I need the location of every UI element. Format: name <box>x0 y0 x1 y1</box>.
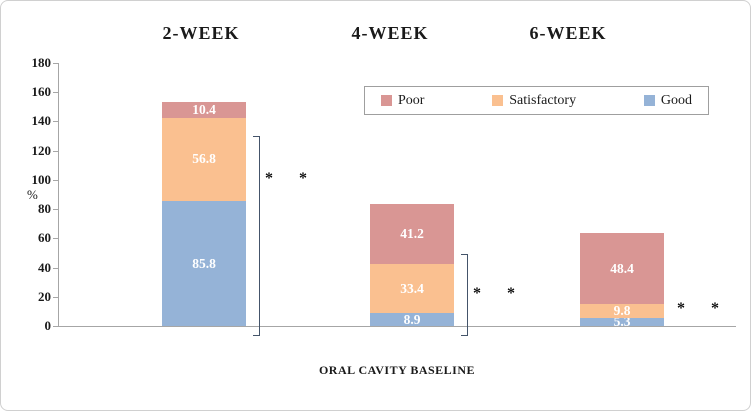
legend-label: Good <box>660 92 692 108</box>
bar-segment-good: 85.8 <box>162 200 246 326</box>
bar-value-label: 33.4 <box>400 280 424 296</box>
y-tick-mark <box>53 92 58 94</box>
bar-segment-satisfactory: 9.8 <box>580 303 664 319</box>
significance-asterisks: * * <box>265 169 318 187</box>
legend-swatch-icon <box>381 95 392 106</box>
bar-segment-satisfactory: 33.4 <box>370 264 454 313</box>
legend-label: Poor <box>398 92 425 108</box>
significance-asterisks: * * <box>677 299 730 317</box>
x-axis-line <box>58 326 736 327</box>
y-tick-mark <box>53 63 58 64</box>
bar-segment-poor: 48.4 <box>580 233 664 304</box>
bar-value-label: 10.4 <box>192 102 216 118</box>
bar-value-label: 41.2 <box>400 226 424 242</box>
y-tick-label: 120 <box>31 142 52 158</box>
category-header-4-week: 4-WEEK <box>351 23 429 43</box>
legend-label: Satisfactory <box>509 92 577 108</box>
category-header-6-week: 6-WEEK <box>529 23 607 43</box>
y-tick-label: 100 <box>31 171 52 187</box>
bar-segment-poor: 41.2 <box>370 203 454 265</box>
bar-value-label: 9.8 <box>613 303 631 319</box>
y-tick-label: 80 <box>38 201 51 217</box>
y-tick-mark <box>53 238 58 240</box>
bar-value-label: 48.4 <box>610 260 634 276</box>
y-tick-label: 40 <box>38 259 51 275</box>
bar-segment-satisfactory: 56.8 <box>162 117 246 201</box>
legend-swatch-icon <box>643 95 655 106</box>
y-tick-mark <box>53 150 58 152</box>
y-tick-mark <box>53 326 58 327</box>
significance-asterisks: * * <box>473 285 526 303</box>
x-axis-title: ORAL CAVITY BASELINE <box>318 363 476 377</box>
y-axis-line <box>58 63 59 326</box>
bar-value-label: 5.3 <box>613 314 631 330</box>
y-tick-mark <box>53 179 58 181</box>
y-tick-label: 140 <box>31 113 52 129</box>
y-tick-mark <box>53 209 58 211</box>
bar-segment-good: 5.3 <box>580 314 664 330</box>
y-tick-label: 20 <box>38 288 51 304</box>
category-header-2-week: 2-WEEK <box>162 23 240 43</box>
y-tick-mark <box>53 267 58 269</box>
y-tick-label: 0 <box>44 318 52 333</box>
legend-item-satisfactory: Satisfactory <box>492 93 576 109</box>
bar-value-label: 8.9 <box>403 311 421 327</box>
bar-value-label: 56.8 <box>192 151 216 167</box>
bar-segment-good: 8.9 <box>370 313 454 326</box>
bar-value-label: 85.8 <box>192 255 216 271</box>
legend-swatch-icon <box>492 95 504 106</box>
y-tick-label: 60 <box>38 230 51 246</box>
legend-item-good: Good <box>643 92 692 109</box>
y-axis-title: % <box>27 187 38 202</box>
bar-segment-poor: 10.4 <box>162 102 246 118</box>
legend: Poor Satisfactory Good <box>364 86 709 115</box>
y-tick-mark <box>53 296 58 298</box>
legend-item-poor: Poor <box>381 93 424 109</box>
y-tick-label: 180 <box>31 55 52 70</box>
significance-bracket <box>461 254 468 337</box>
y-tick-mark <box>53 121 58 123</box>
significance-bracket <box>253 136 260 337</box>
y-tick-label: 160 <box>31 84 52 100</box>
